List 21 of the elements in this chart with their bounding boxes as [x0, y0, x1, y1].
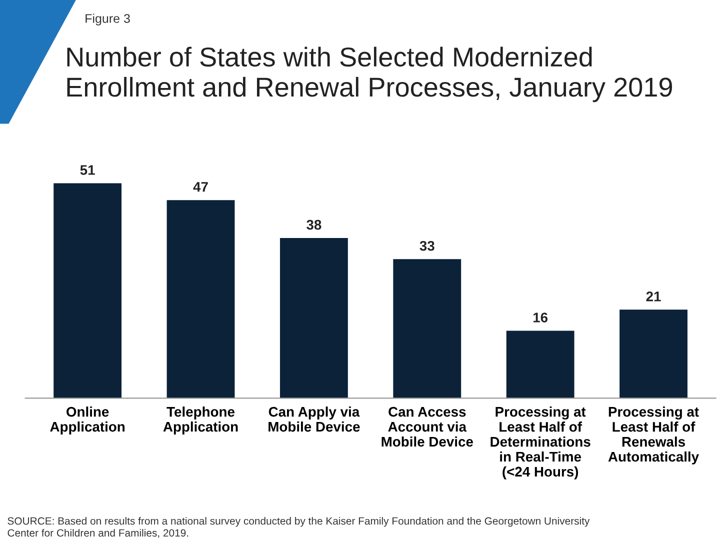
- data-label: 21: [646, 292, 661, 302]
- chart-title: Number of States with Selected Modernized Enrollment and Renewal Processes, January 2019: [67, 46, 672, 102]
- data-label: 33: [420, 240, 434, 251]
- bar: [620, 310, 688, 398]
- data-label: 16: [533, 312, 548, 322]
- x-tick-label: Can Apply via Mobile Device: [268, 406, 360, 432]
- data-label: 38: [306, 220, 322, 230]
- bar: [506, 330, 574, 398]
- bar: [54, 183, 122, 398]
- chart-subtitle: Figure 3: [86, 14, 130, 26]
- data-label: 51: [80, 165, 95, 175]
- bar: [393, 259, 462, 398]
- x-tick-label: Telephone Application: [163, 406, 238, 434]
- source-note: SOURCE: Based on results from a national survey conducted by the Kaiser Family Foundation and the Georgetown University Center for Children and Families, 2019.: [8, 517, 590, 538]
- x-tick-label: Online Application: [50, 406, 125, 434]
- bar: [280, 238, 348, 398]
- bar: [166, 200, 235, 398]
- x-tick-label: Processing at Least Half of Renewals Automatically: [608, 406, 699, 464]
- data-label: 47: [193, 182, 208, 192]
- x-tick-label: Processing at Least Half of Determinations in Real-Time (<24 Hours): [490, 406, 590, 480]
- x-tick-label: Can Access Account via Mobile Device: [382, 406, 473, 447]
